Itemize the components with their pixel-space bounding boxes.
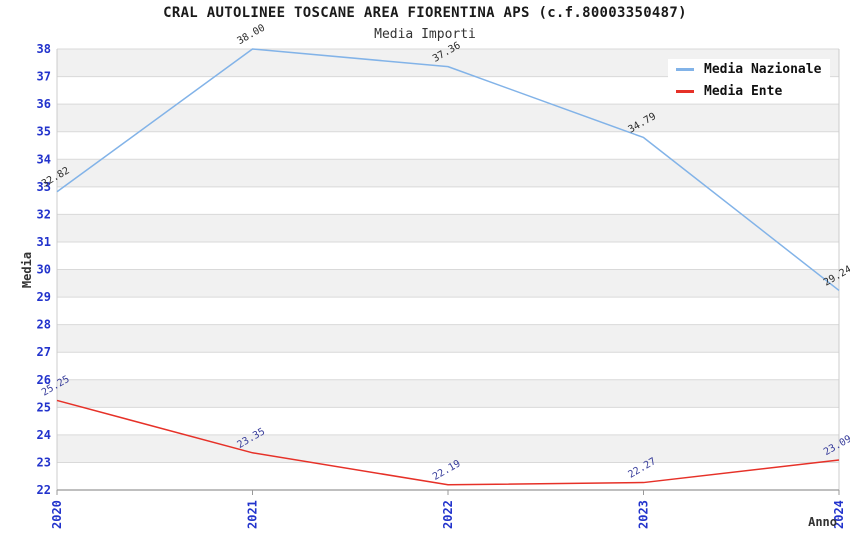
plot-band: [57, 434, 839, 463]
legend-swatch-nazionale-icon: [676, 68, 694, 71]
chart-title: CRAL AUTOLINEE TOSCANE AREA FIORENTINA A…: [163, 5, 687, 21]
legend-swatch-ente-icon: [676, 90, 694, 93]
series-line-media-nazionale: [56, 48, 840, 292]
x-tick-label: 2024: [832, 500, 846, 529]
y-tick-label: 31: [37, 235, 51, 249]
y-tick-label: 27: [37, 345, 51, 359]
plot-band: [57, 297, 839, 325]
y-tick-label: 38: [37, 42, 51, 56]
plot-band: [57, 352, 839, 380]
y-tick-label: 34: [37, 152, 51, 166]
plot-band: [57, 324, 839, 353]
y-axis-title: Media: [20, 251, 34, 289]
x-tick-label: 2022: [441, 500, 455, 529]
y-tick-label: 26: [37, 373, 51, 387]
plot-band: [57, 269, 839, 298]
series-line-media-ente: [56, 399, 840, 486]
y-tick-label: 25: [37, 400, 51, 414]
y-tick-label: 37: [37, 70, 51, 84]
y-tick-label: 28: [37, 318, 51, 332]
y-tick-label: 24: [37, 428, 51, 442]
chart-subtitle: Media Importi: [374, 27, 476, 42]
plot-band: [57, 214, 839, 242]
y-tick-label: 32: [37, 207, 51, 221]
plot-band: [57, 407, 839, 435]
y-tick-label: 23: [37, 455, 51, 469]
legend-item-media-ente: Media Ente: [668, 81, 792, 103]
y-tick-label: 33: [37, 180, 51, 194]
plot-band: [57, 104, 839, 132]
plot-band: [57, 241, 839, 270]
legend-label-ente: Media Ente: [704, 84, 783, 99]
y-tick-label: 35: [37, 125, 51, 139]
legend-label-nazionale: Media Nazionale: [704, 62, 822, 77]
chart-legend: Media Nazionale Media Ente: [668, 59, 831, 103]
x-tick-label: 2021: [246, 500, 260, 529]
legend-item-media-nazionale: Media Nazionale: [668, 59, 831, 81]
plot-band: [57, 186, 839, 215]
plot-band: [57, 159, 839, 187]
plot-band: [57, 131, 839, 160]
y-tick-label: 29: [37, 290, 51, 304]
x-tick-label: 2023: [637, 500, 651, 529]
y-tick-label: 22: [37, 483, 51, 497]
plot-band: [57, 379, 839, 408]
data-point-label: 38.00: [235, 23, 267, 48]
x-tick-label: 2020: [50, 500, 64, 529]
x-axis-title: Anno: [808, 515, 837, 529]
y-tick-label: 36: [37, 97, 51, 111]
y-tick-label: 30: [37, 263, 51, 277]
